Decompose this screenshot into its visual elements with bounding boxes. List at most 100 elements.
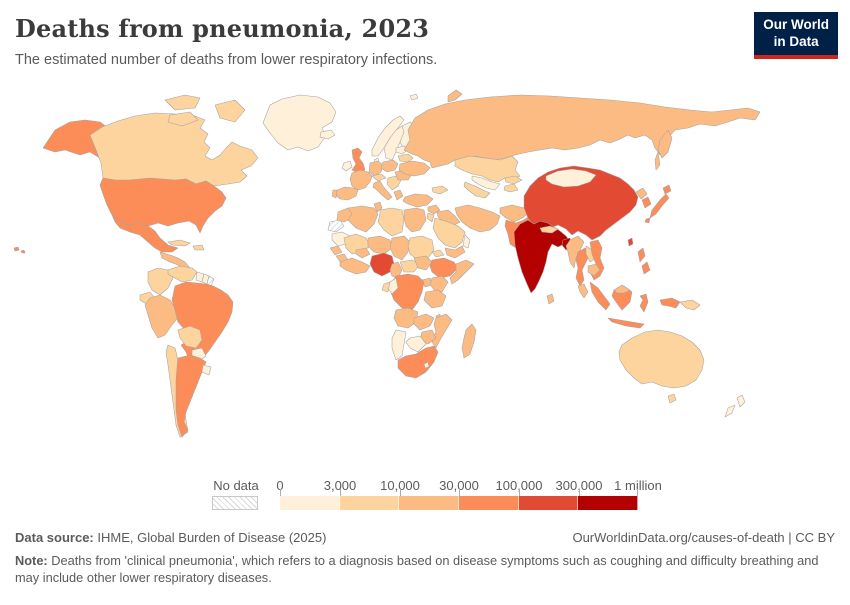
country-egypt[interactable] [403,207,427,233]
country-uk[interactable] [351,147,366,174]
country-afghanistan[interactable] [499,204,531,223]
country-iceland[interactable] [319,129,336,140]
country-central-african-republic[interactable] [399,259,421,273]
country-saudi-arabia[interactable] [432,217,466,249]
legend-bin-1[interactable] [280,496,340,510]
country-novaya-zemlya[interactable] [447,89,463,103]
legend-bin-3[interactable] [399,496,460,510]
country-philippines[interactable] [637,247,651,275]
country-australia[interactable] [618,329,705,389]
country-ukraine[interactable] [398,160,431,177]
country-sudan[interactable] [407,235,435,261]
country-greenland[interactable] [262,94,337,152]
country-uruguay[interactable] [201,364,212,376]
country-myanmar[interactable] [565,235,585,269]
country-indonesia-java[interactable] [607,317,645,329]
country-kenya[interactable] [429,275,449,293]
country-malaysia-borneo[interactable] [613,284,631,294]
country-south-sudan[interactable] [413,255,433,271]
country-turkmenistan[interactable] [463,181,491,199]
country-tajikistan[interactable] [503,183,519,193]
country-india[interactable] [513,219,571,294]
country-tanzania[interactable] [423,289,447,309]
country-indonesia-sulawesi[interactable] [639,293,649,313]
country-burkina-faso[interactable] [355,247,371,259]
country-italy[interactable] [372,180,393,201]
legend-bin-6[interactable] [578,496,639,510]
country-hispaniola[interactable] [192,244,205,251]
country-new-zealand[interactable] [724,394,746,418]
country-kamchatka[interactable] [654,129,673,171]
country-iraq[interactable] [436,209,461,227]
country-botswana[interactable] [405,335,427,353]
country-svalbard[interactable] [409,93,419,101]
country-czechia-austria[interactable] [371,173,387,182]
country-peru[interactable] [144,294,179,339]
country-tunisia[interactable] [373,201,383,213]
country-south-africa[interactable] [397,345,439,379]
country-mongolia[interactable] [545,168,597,188]
country-north-korea[interactable] [635,187,648,200]
country-mozambique[interactable] [431,313,453,349]
legend-bin-4[interactable] [459,496,519,510]
country-yemen[interactable] [444,245,466,259]
country-western-sahara[interactable] [327,219,345,233]
country-jordan[interactable] [426,212,435,223]
owid-logo[interactable]: Our World in Data [754,12,838,59]
country-nigeria[interactable] [369,252,395,277]
legend-bin-5[interactable] [518,496,579,510]
country-balkans[interactable] [386,175,402,191]
country-papua-new-guinea[interactable] [679,299,701,311]
country-indonesia-sumatra[interactable] [589,281,611,311]
credit-link[interactable]: OurWorldinData.org/causes-of-death | CC … [572,530,835,545]
country-somalia[interactable] [449,259,475,285]
legend-bin-2[interactable] [339,496,400,510]
country-cambodia[interactable] [587,263,601,277]
country-lesotho[interactable] [423,361,430,369]
country-eritrea[interactable] [431,249,445,258]
country-ethiopia[interactable] [429,257,459,279]
country-spain[interactable] [335,186,359,201]
country-cuba[interactable] [167,239,191,247]
country-niger[interactable] [367,235,393,255]
country-colombia[interactable] [147,267,176,296]
country-ireland[interactable] [341,160,353,172]
country-norway[interactable] [371,115,405,157]
no-data-swatch[interactable] [212,496,258,510]
country-chad[interactable] [389,235,411,261]
country-venezuela[interactable] [167,265,198,283]
country-angola[interactable] [393,307,419,329]
country-malaysia-peninsular[interactable] [577,283,589,299]
country-france[interactable] [349,169,373,191]
country-turkey[interactable] [402,193,434,208]
country-kyrgyzstan[interactable] [504,175,523,185]
country-portugal[interactable] [331,189,338,199]
country-oman[interactable] [462,234,471,249]
country-senegal[interactable] [329,245,343,256]
country-bolivia[interactable] [177,325,203,349]
country-iran[interactable] [454,204,501,233]
country-hawaii[interactable] [13,246,26,254]
country-poland[interactable] [380,159,399,173]
country-gabon[interactable] [381,281,391,293]
country-libya[interactable] [377,207,405,237]
country-greece[interactable] [393,189,404,201]
country-uzbekistan[interactable] [471,175,501,191]
country-namibia[interactable] [391,329,407,361]
country-mexico[interactable] [111,214,179,253]
country-west-african-coast[interactable] [339,257,371,275]
country-tasmania[interactable] [667,393,677,404]
country-taiwan[interactable] [627,237,634,247]
country-belarus[interactable] [397,153,414,163]
country-germany[interactable] [368,160,384,177]
legend-color-bar[interactable] [280,496,639,510]
country-indonesia-papua[interactable] [659,297,681,309]
country-zambia[interactable] [413,313,435,331]
country-russia[interactable] [403,94,761,169]
country-algeria[interactable] [347,205,379,233]
country-canada-islands[interactable] [164,94,246,127]
country-caucasus[interactable] [431,185,449,195]
country-nepal[interactable] [539,225,559,234]
country-sri-lanka[interactable] [546,293,555,305]
